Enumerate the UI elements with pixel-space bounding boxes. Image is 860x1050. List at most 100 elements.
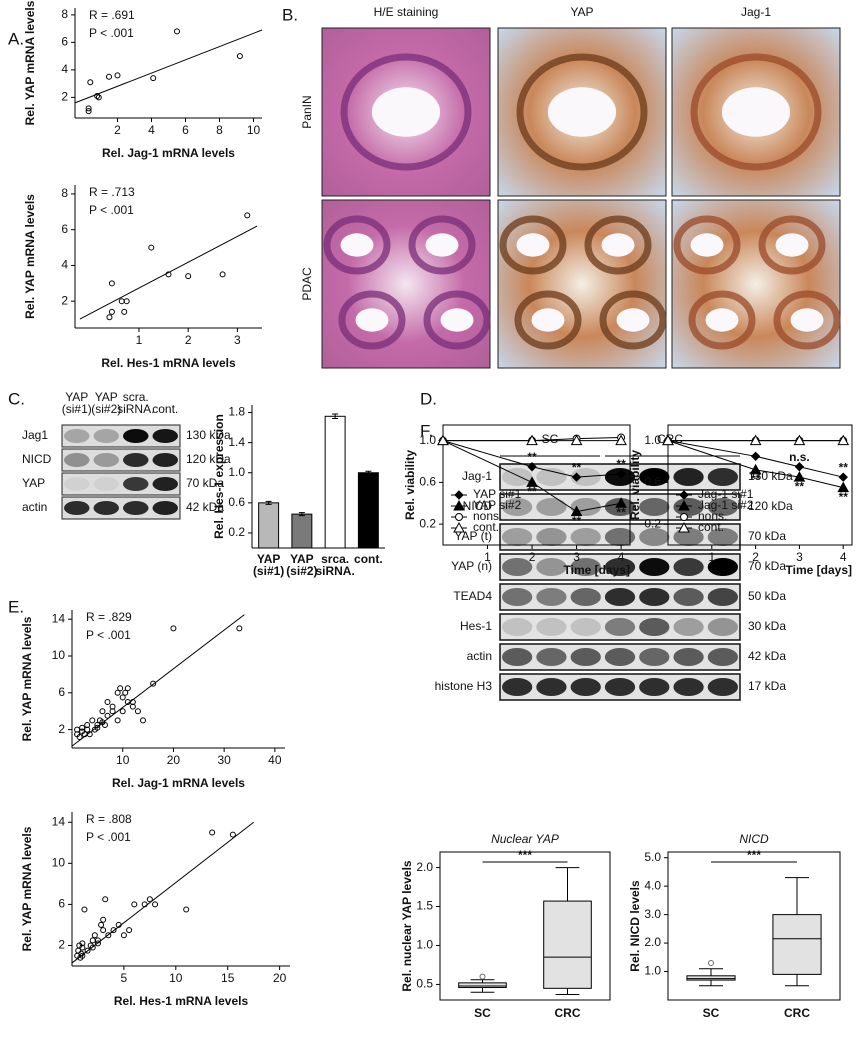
band [570, 528, 601, 546]
box [772, 914, 822, 975]
point [84, 726, 91, 733]
significance: ** [839, 460, 849, 474]
point [76, 733, 83, 740]
lumen [721, 87, 791, 137]
band [604, 588, 636, 606]
x-tick-label: 20 [273, 971, 287, 985]
panel-label: A. [8, 29, 24, 48]
x-tick-label: 2 [752, 550, 759, 564]
plot-frame [667, 851, 841, 1001]
fit-line [74, 29, 263, 104]
band [639, 588, 670, 606]
band [570, 588, 601, 606]
band [502, 498, 533, 516]
x-tick-label: SC [703, 1006, 720, 1020]
marker [750, 451, 761, 462]
band [707, 678, 738, 696]
band [639, 468, 670, 486]
point [104, 712, 111, 719]
gland [338, 290, 406, 350]
y-tick-label: 1.0 [416, 938, 433, 952]
x-tick-label: 30 [217, 753, 231, 767]
stat-label: P < .001 [89, 203, 134, 217]
band [93, 429, 119, 443]
blot-strip [61, 424, 181, 448]
lumen [690, 233, 724, 257]
marker [615, 434, 627, 446]
legend-marker [678, 521, 690, 533]
stat-label: R = .713 [89, 185, 135, 199]
blot-row-label: histone H3 [435, 679, 493, 693]
gland [408, 215, 476, 275]
panel-label: C. [8, 389, 25, 408]
point [126, 927, 133, 934]
plot-frame [667, 424, 853, 546]
significance: ** [527, 450, 537, 464]
band [123, 501, 149, 515]
y-tick-label: 2 [58, 722, 65, 736]
y-tick-label: 0.2 [419, 516, 436, 530]
point [84, 947, 91, 954]
point [108, 308, 115, 315]
point [74, 726, 81, 733]
y-tick-label: 10 [52, 648, 66, 662]
band [123, 453, 149, 467]
point [94, 940, 101, 947]
y-axis-label: Rel. viability [628, 450, 642, 520]
blot-row-label: YAP (n) [451, 559, 492, 573]
gland [340, 53, 472, 171]
x-axis-label: Rel. Hes-1 mRNA levels [101, 356, 236, 370]
lumen [547, 87, 617, 137]
x-axis-label: Rel. Jag-1 mRNA levels [112, 776, 245, 790]
significance: ** [795, 479, 805, 493]
y-tick-label: 1.4 [228, 435, 245, 449]
band [536, 498, 567, 516]
significance: *** [518, 848, 532, 862]
band [673, 678, 704, 696]
point [87, 79, 94, 86]
blot-size: 42 kDa [748, 649, 786, 663]
y-axis-label: Rel. NICD levels [628, 880, 642, 972]
lumen [616, 308, 650, 332]
band [639, 678, 670, 696]
band [570, 678, 601, 696]
blot-strip [61, 448, 181, 472]
x-axis-label: Time [days] [564, 563, 630, 577]
band [639, 618, 670, 636]
significance: *** [747, 848, 761, 862]
point [114, 689, 121, 696]
lane-label: (si#1) [62, 402, 92, 416]
marker [794, 462, 805, 472]
significance: n.s. [789, 450, 810, 464]
point [106, 73, 112, 80]
y-tick-label: 1.0 [419, 433, 436, 447]
lane-label: YAP [65, 390, 88, 404]
point [148, 244, 155, 251]
band [604, 678, 636, 696]
x-tick-label: 6 [182, 123, 189, 137]
point [117, 685, 124, 692]
gland [499, 215, 567, 275]
point [104, 699, 111, 705]
x-tick-label: 8 [216, 123, 223, 137]
marker [437, 434, 449, 446]
legend-label: cont. [698, 520, 724, 534]
point [174, 28, 180, 35]
point [244, 212, 251, 219]
y-tick-label: 0.2 [644, 516, 661, 530]
x-tick-label: 2 [114, 123, 121, 137]
marker [749, 434, 762, 446]
band [502, 678, 533, 696]
point [122, 689, 129, 696]
y-tick-label: 2.0 [416, 860, 433, 874]
y-tick-label: 6 [58, 685, 65, 699]
point [79, 940, 86, 947]
x-tick-label: SC [474, 1006, 491, 1020]
point [146, 896, 153, 903]
marker [662, 434, 674, 446]
x-tick-label: (si#2) [286, 564, 317, 578]
legend-label: Jag-1 si#2 [698, 498, 754, 512]
blot-row-label: actin [467, 649, 492, 663]
point [152, 901, 159, 908]
lane-label: scra. [123, 390, 149, 404]
